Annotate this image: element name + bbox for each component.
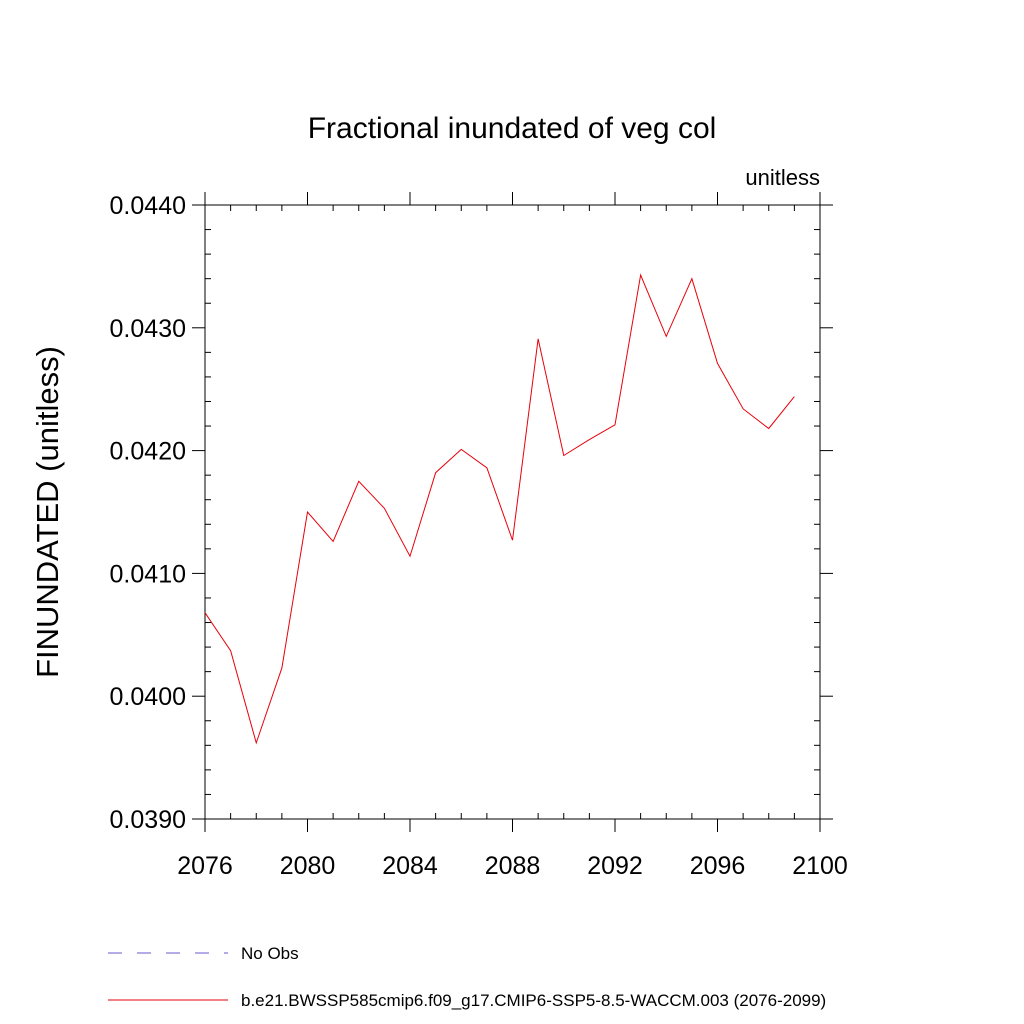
y-tick-labels: 0.0390 0.0400 0.0410 0.0420 0.0430 0.0440 [110,192,186,834]
legend: No Obs b.e21.BWSSP585cmip6.f09_g17.CMIP6-… [108,944,826,1010]
y-tick-label: 0.0410 [110,560,186,588]
y-tick-label: 0.0440 [110,192,186,220]
units-label: unitless [745,165,820,190]
x-tick-label: 2084 [382,852,438,880]
x-tick-label: 2076 [177,852,233,880]
x-tick-label: 2096 [690,852,746,880]
legend-label: b.e21.BWSSP585cmip6.f09_g17.CMIP6-SSP5-8… [241,991,826,1010]
y-tick-label: 0.0390 [110,806,186,834]
x-tick-label: 2088 [485,852,541,880]
axis-ticks [192,192,833,832]
x-tick-label: 2080 [280,852,336,880]
series-line [204,273,795,745]
x-tick-labels: 2076 2080 2084 2088 2092 2096 2100 [177,852,848,880]
legend-label: No Obs [241,944,299,963]
x-tick-label: 2100 [792,852,848,880]
plot-frame [204,204,821,820]
y-axis-label: FINUNDATED (unitless) [30,346,65,678]
x-tick-label: 2092 [587,852,643,880]
y-tick-label: 0.0400 [110,683,186,711]
chart-title: Fractional inundated of veg col [308,112,717,145]
series-lines [204,273,795,745]
y-tick-label: 0.0420 [110,438,186,466]
y-tick-label: 0.0430 [110,315,186,343]
